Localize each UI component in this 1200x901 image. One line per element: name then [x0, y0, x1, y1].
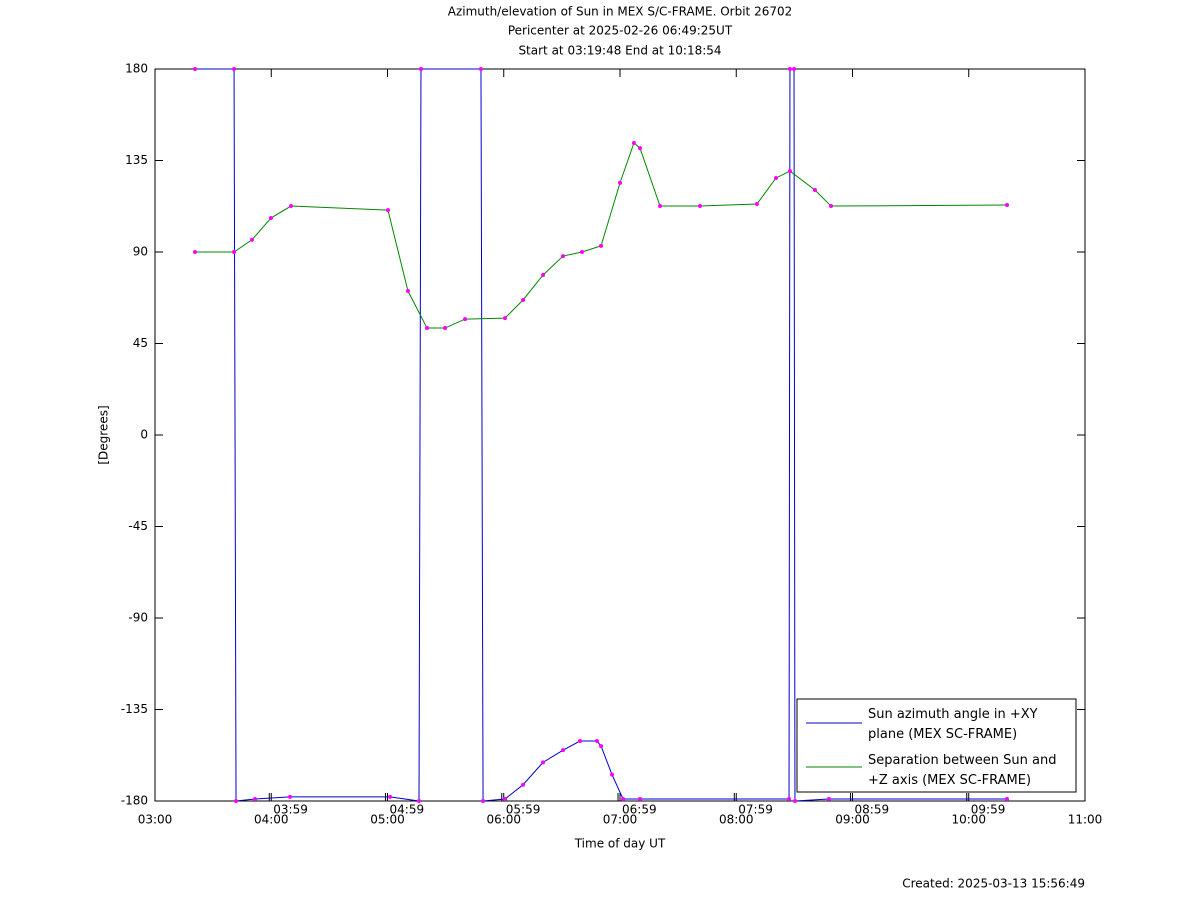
data-point: [249, 237, 254, 242]
data-point: [754, 202, 759, 207]
data-point: [578, 739, 583, 744]
data-point: [561, 748, 566, 753]
data-point: [631, 141, 636, 146]
y-tick-label: 135: [125, 153, 148, 167]
data-point: [521, 782, 526, 787]
x-tick-label: 04:00: [254, 813, 289, 827]
data-point: [579, 250, 584, 254]
data-point: [289, 204, 294, 209]
data-point: [232, 250, 237, 254]
legend-label: Separation between Sun and +Z axis (MEX …: [868, 753, 1057, 788]
chart-title: Azimuth/elevation of Sun in MEX S/C-FRAM…: [448, 5, 793, 19]
data-point: [792, 799, 797, 803]
data-point: [192, 67, 197, 71]
x-tick-label: 07:00: [603, 813, 638, 827]
data-point: [792, 67, 797, 71]
data-point: [234, 799, 239, 803]
data-point: [503, 796, 508, 801]
data-point: [388, 794, 393, 799]
x-tick-label: 08:00: [719, 813, 754, 827]
x-axis-label: Time of day UT: [574, 837, 666, 851]
data-point: [787, 796, 792, 801]
data-point: [787, 67, 792, 71]
data-point: [621, 796, 626, 801]
data-point: [1004, 203, 1009, 208]
data-point: [478, 67, 483, 71]
data-point: [252, 796, 257, 801]
data-point: [697, 204, 702, 209]
y-tick-label: -45: [128, 519, 148, 533]
x-tick-label: 06:00: [486, 813, 521, 827]
data-point: [599, 744, 604, 749]
data-point: [232, 67, 237, 71]
legend-box: [796, 698, 1077, 793]
data-point: [812, 187, 817, 192]
y-tick-label: -90: [128, 611, 148, 625]
data-point: [609, 772, 614, 777]
data-point: [418, 67, 423, 71]
data-point: [594, 739, 599, 744]
x-tick-label: 05:00: [370, 813, 405, 827]
data-point: [599, 243, 604, 248]
data-point: [463, 317, 468, 322]
data-point: [443, 326, 448, 331]
data-point: [541, 760, 546, 765]
data-point: [417, 799, 422, 803]
data-point: [541, 272, 546, 277]
data-point: [385, 208, 390, 213]
data-point: [637, 146, 642, 151]
orbit-tick-label: 08:59: [855, 803, 890, 817]
orbit-tick-label: 09:59: [971, 803, 1006, 817]
data-point: [481, 799, 486, 803]
x-tick-label: 03:00: [138, 813, 173, 827]
y-tick-label: -135: [121, 702, 148, 716]
data-point: [192, 250, 197, 254]
data-point: [503, 316, 508, 321]
data-point: [637, 796, 642, 801]
data-point: [561, 254, 566, 259]
chart-subtitle: Start at 03:19:48 End at 10:18:54: [518, 44, 721, 58]
legend-label: Sun azimuth angle in +XY plane (MEX SC-F…: [868, 707, 1038, 742]
data-point: [269, 216, 274, 221]
orbit-tick-label: 04:59: [390, 803, 425, 817]
y-axis-label: [Degrees]: [97, 405, 111, 464]
y-tick-label: 0: [140, 428, 148, 442]
data-point: [657, 204, 662, 209]
y-tick-label: 45: [133, 336, 148, 350]
data-point: [787, 169, 792, 174]
data-point: [287, 794, 292, 799]
orbit-tick-label: 06:59: [622, 803, 657, 817]
created-note: Created: 2025-03-13 15:56:49: [902, 877, 1085, 891]
data-point: [826, 796, 831, 801]
y-tick-label: -180: [121, 794, 148, 808]
x-tick-label: 09:00: [835, 813, 870, 827]
chart-subtitle: Pericenter at 2025-02-26 06:49:25UT: [508, 24, 733, 38]
orbit-tick-label: 07:59: [738, 803, 773, 817]
series-line: [194, 142, 1007, 329]
plot-frame: [154, 68, 1086, 802]
data-point: [425, 326, 430, 331]
orbit-tick-label: 03:59: [273, 803, 308, 817]
x-tick-label: 11:00: [1068, 813, 1103, 827]
y-tick-label: 180: [125, 62, 148, 76]
data-point: [774, 175, 779, 180]
data-point: [1004, 796, 1009, 801]
data-point: [521, 297, 526, 302]
data-point: [405, 289, 410, 294]
data-point: [618, 180, 622, 185]
data-point: [828, 204, 833, 209]
series-line: [194, 68, 1007, 802]
y-tick-label: 90: [133, 245, 148, 259]
orbit-tick-label: 05:59: [506, 803, 541, 817]
x-tick-label: 10:00: [951, 813, 986, 827]
